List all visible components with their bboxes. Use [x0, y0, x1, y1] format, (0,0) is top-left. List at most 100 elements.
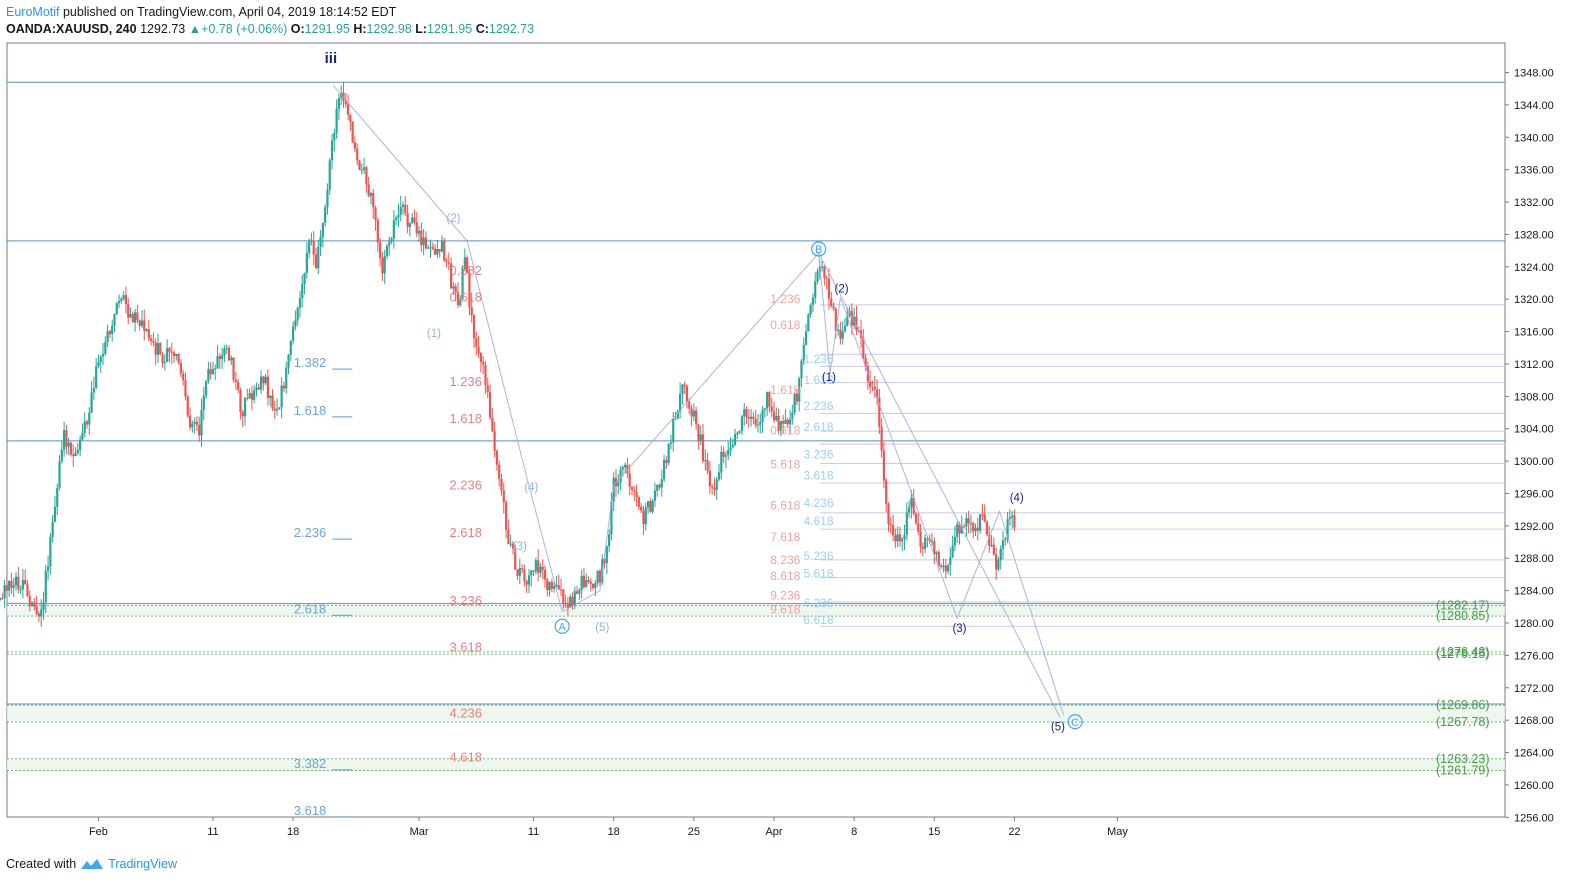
- symbol-label[interactable]: OANDA:XAUUSD, 240: [6, 22, 137, 36]
- time-tick-label: 18: [608, 826, 620, 838]
- candle-body: [264, 376, 267, 384]
- price-change: +0.78 (+0.06%): [201, 22, 288, 36]
- high-value: 1292.98: [366, 22, 412, 36]
- candle-body: [940, 565, 943, 568]
- fib-blue-left-label: 1.618: [294, 403, 327, 418]
- tradingview-brand[interactable]: TradingView: [108, 857, 177, 871]
- candle-body: [182, 373, 185, 381]
- candle-body: [878, 397, 881, 427]
- fib-red-right-label: 5.618: [770, 457, 800, 471]
- fib-red-mid-label: 1.618: [449, 411, 482, 426]
- time-tick-label: Apr: [765, 826, 782, 838]
- candle-body: [679, 393, 682, 412]
- close-label: C:: [475, 22, 489, 36]
- candle-body: [337, 97, 340, 109]
- fib-red-right-label: 0.618: [770, 318, 800, 332]
- fib-blue-left-label: 2.618: [294, 601, 327, 616]
- candle-body: [133, 312, 137, 323]
- fib-blue-right-label: 6.618: [804, 613, 834, 627]
- candle-body: [756, 424, 760, 426]
- candle-body: [122, 295, 125, 299]
- fib-red-mid-label: 2.618: [449, 525, 482, 540]
- candle-body: [896, 534, 899, 542]
- candle-body: [889, 523, 892, 526]
- candle-body: [999, 548, 1002, 560]
- candle-body: [475, 338, 478, 347]
- candle-body: [456, 292, 460, 306]
- candle-body: [186, 396, 189, 416]
- candle-body: [211, 368, 215, 375]
- fib-red-right-label: 1.618: [770, 383, 800, 397]
- candle-body: [575, 591, 579, 594]
- fib-red-right-label: 9.618: [770, 602, 800, 616]
- candle-body: [90, 392, 93, 413]
- candle-body: [19, 589, 22, 591]
- candle-body: [633, 490, 636, 492]
- candle-body: [804, 331, 808, 345]
- candle-body: [351, 121, 354, 143]
- candle-body: [8, 580, 11, 591]
- candle-body: [326, 189, 329, 208]
- candle-body: [319, 236, 322, 247]
- fib-red-right-label: 9.236: [770, 588, 800, 602]
- candle-body: [390, 238, 393, 242]
- candle-body: [979, 514, 982, 531]
- candle-body: [491, 417, 494, 432]
- candle-body: [649, 501, 652, 512]
- candle-body: [95, 366, 98, 388]
- candle-body: [3, 585, 6, 599]
- candle-body: [200, 409, 203, 436]
- candle-body: [841, 331, 844, 339]
- candle-body: [566, 604, 569, 608]
- created-with-label: Created with: [6, 857, 77, 871]
- candle-body: [924, 537, 927, 549]
- candle-body: [699, 434, 702, 442]
- candle-body: [76, 449, 79, 453]
- candle-body: [278, 407, 281, 409]
- candle-body: [221, 355, 224, 360]
- candle-body: [161, 354, 164, 364]
- candle-body: [482, 361, 485, 365]
- candle-body: [99, 356, 102, 363]
- price-tick-label: 1292.00: [1514, 521, 1554, 533]
- candle-body: [962, 526, 966, 528]
- candle-body: [49, 536, 52, 567]
- candle-body: [367, 184, 370, 197]
- candle-body: [269, 395, 272, 398]
- candle-body: [143, 320, 146, 331]
- candle-body: [582, 575, 586, 588]
- fib-red-mid-label: 0.382: [449, 263, 482, 278]
- candle-body: [731, 445, 734, 448]
- candle-body: [559, 589, 563, 591]
- price-tick-label: 1304.00: [1514, 424, 1554, 436]
- tradingview-logo-icon: [81, 859, 104, 869]
- candle-body: [587, 580, 590, 582]
- wave-label: (1): [427, 328, 441, 340]
- candle-body: [392, 220, 395, 239]
- candle-body: [871, 386, 874, 388]
- price-tick-label: 1268.00: [1514, 715, 1554, 727]
- candle-body: [956, 524, 959, 537]
- candle-body: [958, 524, 961, 534]
- candle-body: [477, 346, 480, 353]
- author-name[interactable]: EuroMotif: [6, 5, 60, 19]
- candle-body: [658, 484, 661, 488]
- price-tick-label: 1312.00: [1514, 359, 1554, 371]
- candle-body: [486, 385, 489, 393]
- candle-body: [150, 338, 153, 341]
- fib-blue-right-label: 3.618: [804, 469, 834, 483]
- candle-body: [612, 477, 615, 502]
- candle-body: [944, 565, 947, 572]
- low-value: 1291.95: [427, 22, 473, 36]
- candle-body: [358, 160, 361, 170]
- fib-red-right-label: 6.618: [770, 499, 800, 513]
- candle-body: [507, 529, 510, 545]
- candle-body: [349, 114, 352, 122]
- candle-body: [580, 575, 583, 590]
- plot-frame: [6, 42, 1506, 818]
- candle-body: [470, 307, 473, 316]
- candle-body: [124, 295, 128, 305]
- candle-body: [461, 268, 464, 300]
- publish-info: published on TradingView.com, April 04, …: [62, 5, 397, 19]
